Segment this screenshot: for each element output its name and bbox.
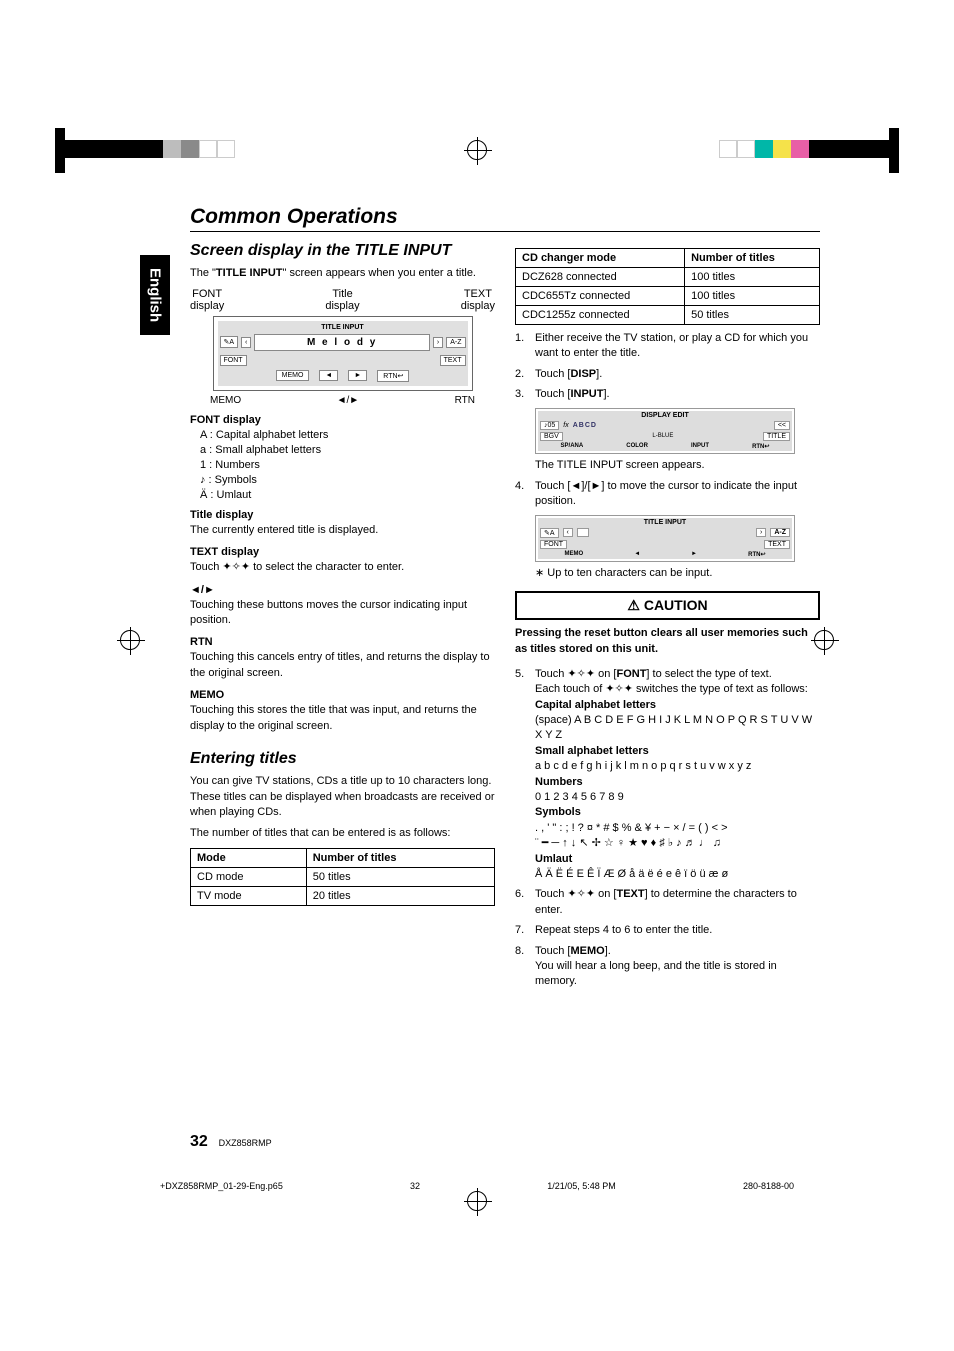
entering-p2: The number of titles that can be entered…: [190, 826, 495, 841]
left-column: Screen display in the TITLE INPUT The "T…: [190, 242, 495, 995]
side-mark-right: [889, 128, 899, 173]
page-number: 32: [190, 1133, 208, 1150]
font-display-head: FONT display: [190, 414, 495, 426]
memo-body: Touching this stores the title that was …: [190, 703, 495, 734]
rtn-body: Touching this cancels entry of titles, a…: [190, 650, 495, 681]
caution-box: ⚠ CAUTION: [515, 591, 820, 620]
model-number: DXZ858RMP: [219, 1138, 272, 1148]
warning-icon: ⚠: [627, 597, 640, 613]
reg-squares-left: [55, 140, 235, 158]
step-6: 6.Touch ✦✧✦ on [TEXT] to determine the c…: [515, 887, 820, 918]
rtn-head: RTN: [190, 636, 495, 648]
changer-table: CD changer modeNumber of titles DCZ628 c…: [515, 248, 820, 325]
step-4: 4.Touch [◄]/[►] to move the cursor to in…: [515, 479, 820, 510]
page-footer: 32 DXZ858RMP: [190, 1133, 272, 1151]
font-item: Ä : Umlaut: [200, 489, 495, 501]
reg-mark-top: [467, 140, 487, 160]
chapter-title: Common Operations: [190, 205, 820, 232]
reg-squares-right: [719, 140, 899, 158]
note-bullet: ∗ Up to ten characters can be input.: [535, 566, 820, 581]
text-display-head: TEXT display: [190, 546, 495, 558]
step-2: 2.Touch [DISP].: [515, 367, 820, 382]
memo-head: MEMO: [190, 689, 495, 701]
step-5: 5. Touch ✦✧✦ on [FONT] to select the typ…: [515, 667, 820, 882]
display-edit-screen: DISPLAY EDIT ♪05 fx ABCD << BGV L-BLUE T…: [535, 408, 795, 454]
section-title-screen-display: Screen display in the TITLE INPUT: [190, 242, 495, 260]
pen-icon: ✎A: [220, 336, 239, 348]
display-bottom-labels: MEMO ◄/► RTN: [190, 395, 495, 406]
arrows-body: Touching these buttons moves the cursor …: [190, 598, 495, 629]
intro-text: The "TITLE INPUT" screen appears when yo…: [190, 266, 495, 281]
reg-mark-left: [120, 630, 140, 650]
title-input-display: TITLE INPUT ✎A ‹ M e l o d y › A-Z FONT …: [213, 316, 473, 391]
after-display1: The TITLE INPUT screen appears.: [535, 458, 820, 473]
mode-table: ModeNumber of titles CD mode50 titles TV…: [190, 848, 495, 906]
title-input-screen-2: TITLE INPUT ✎A ‹ › A-Z FONT TEX: [535, 515, 795, 562]
step-8: 8.Touch [MEMO].You will hear a long beep…: [515, 944, 820, 990]
step-1: 1.Either receive the TV station, or play…: [515, 331, 820, 362]
entering-p1: You can give TV stations, CDs a title up…: [190, 774, 495, 820]
print-info: +DXZ858RMP_01-29-Eng.p65 32 1/21/05, 5:4…: [160, 1181, 794, 1191]
reg-mark-bottom: [467, 1191, 487, 1211]
arrows-head: ◄/►: [190, 584, 495, 596]
step-3: 3.Touch [INPUT].: [515, 387, 820, 402]
font-item: 1 : Numbers: [200, 459, 495, 471]
title-display-body: The currently entered title is displayed…: [190, 523, 495, 538]
text-display-body: Touch ✦✧✦ to select the character to ent…: [190, 560, 495, 575]
display-top-labels: FONTdisplay Titledisplay TEXTdisplay: [190, 288, 495, 312]
font-item: A : Capital alphabet letters: [200, 429, 495, 441]
font-item: a : Small alphabet letters: [200, 444, 495, 456]
title-display-head: Title display: [190, 509, 495, 521]
caution-text: Pressing the reset button clears all use…: [515, 626, 820, 657]
section-title-entering: Entering titles: [190, 750, 495, 768]
right-column: CD changer modeNumber of titles DCZ628 c…: [515, 242, 820, 995]
step-7: 7.Repeat steps 4 to 6 to enter the title…: [515, 923, 820, 938]
font-item: ♪ : Symbols: [200, 474, 495, 486]
